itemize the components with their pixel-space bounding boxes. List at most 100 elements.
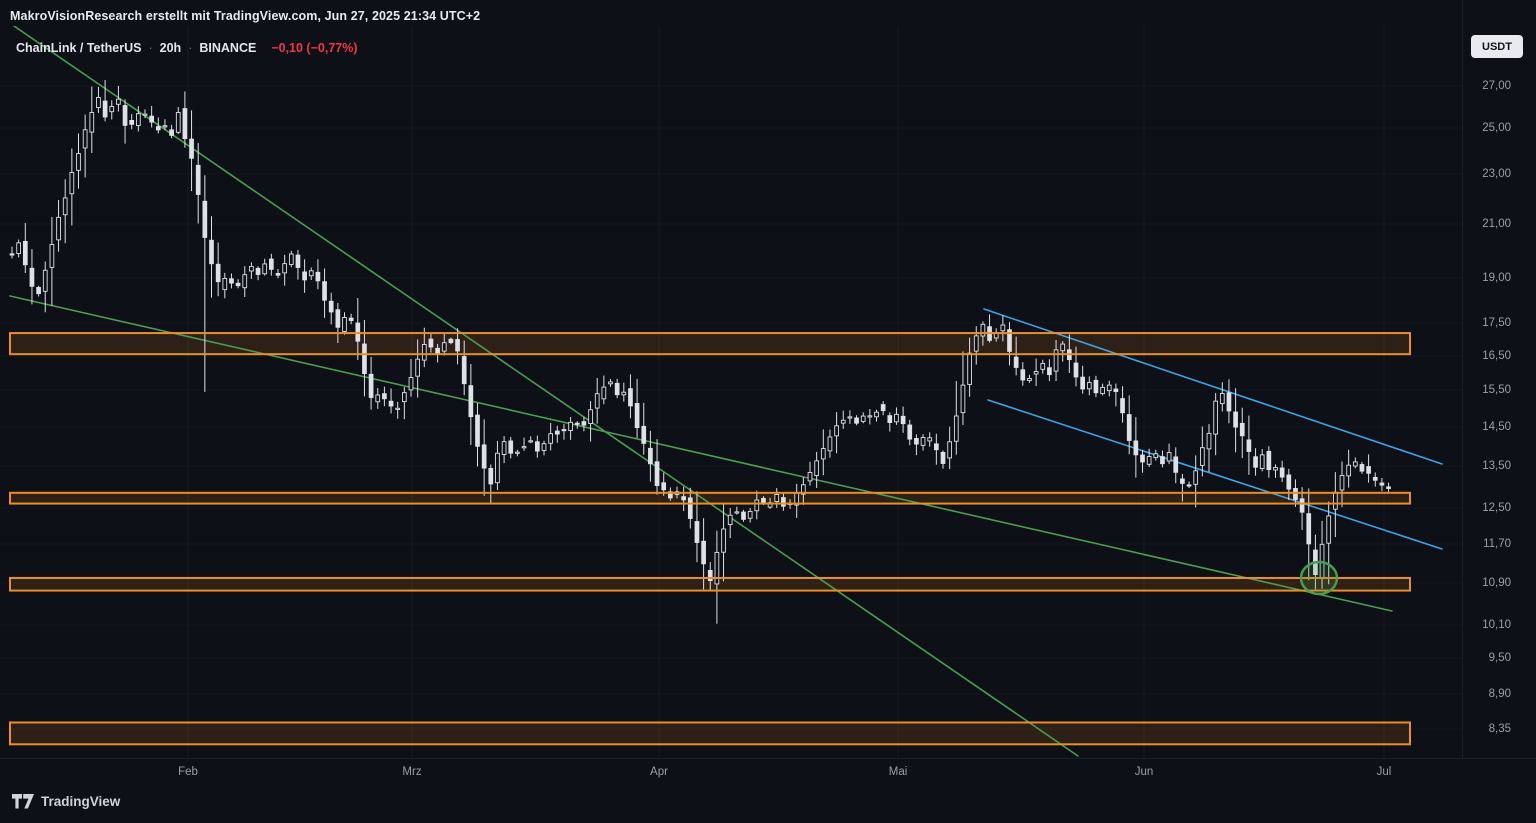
candle-body — [102, 100, 108, 118]
blue-channel-lower[interactable] — [987, 399, 1443, 550]
candle-body — [1299, 498, 1305, 513]
price-tick-label: 12,50 — [1482, 502, 1511, 514]
candle-body — [1086, 382, 1092, 390]
attribution-text: MakroVisionResearch erstellt mit Trading… — [10, 9, 481, 23]
candle-body — [155, 126, 161, 131]
candle-body — [96, 97, 101, 108]
candle-body — [614, 382, 620, 396]
supply-demand-zone-fills — [10, 333, 1410, 745]
time-tick-label: Apr — [650, 766, 668, 778]
candle-body — [408, 377, 414, 391]
candle-body — [1199, 447, 1205, 466]
candle-body — [834, 425, 839, 437]
candle-body — [1166, 452, 1172, 462]
candle-body — [368, 373, 374, 398]
candle-body — [335, 309, 341, 328]
candle-body — [967, 352, 972, 385]
candle-body — [428, 338, 434, 348]
candle-body — [648, 447, 653, 465]
candle-body — [1013, 356, 1019, 368]
candle-body — [840, 419, 846, 424]
candle-body — [215, 263, 221, 283]
breakdown-highlight-circle[interactable] — [1299, 560, 1339, 596]
candle-body — [209, 239, 214, 265]
candle-body — [528, 440, 534, 443]
candle-body — [129, 119, 135, 125]
candle-body — [302, 271, 307, 281]
candle-body — [328, 300, 334, 313]
demand-zone-8_1-8_45[interactable] — [9, 721, 1411, 746]
candle-body — [515, 451, 520, 454]
candle-body — [541, 443, 547, 451]
candle-body — [195, 164, 201, 195]
supply-zone-16_5-17_2[interactable] — [9, 332, 1411, 356]
blue-channel-upper[interactable] — [983, 308, 1443, 465]
candle-body — [601, 386, 607, 400]
candle-body — [495, 452, 500, 484]
candle-body — [1126, 414, 1132, 441]
candle-body — [1193, 470, 1199, 485]
candle-body — [594, 393, 600, 409]
candle-body — [388, 400, 394, 407]
candle-body — [182, 108, 188, 140]
interval-label[interactable]: 20h — [159, 41, 182, 55]
candle-body — [169, 129, 174, 136]
time-tick-label: Mrz — [402, 766, 422, 778]
candle-body — [960, 384, 966, 414]
candle-body — [747, 510, 753, 519]
candle-body — [820, 448, 826, 460]
candle-body — [668, 491, 673, 499]
candle-body — [1146, 456, 1152, 465]
candle-body — [568, 421, 573, 431]
price-tick-label: 8,35 — [1488, 723, 1511, 735]
candle-body — [49, 244, 55, 268]
candle-body — [1120, 398, 1125, 414]
candle-body — [402, 392, 407, 403]
candle-body — [1020, 369, 1026, 381]
candle-body — [1266, 450, 1272, 471]
candle-body — [907, 424, 913, 440]
supply-demand-zone-borders[interactable] — [9, 332, 1411, 746]
candle-body — [282, 263, 287, 274]
currency-toggle-button[interactable]: USDT — [1471, 35, 1523, 58]
exchange-label[interactable]: BINANCE — [199, 41, 257, 55]
demand-zone-10_75-11_0[interactable] — [9, 576, 1411, 592]
candle-body — [1180, 478, 1185, 484]
time-tick-label: Jul — [1376, 766, 1392, 778]
candle-body — [415, 358, 420, 377]
candle-body — [1352, 461, 1358, 467]
trendlines[interactable] — [9, 26, 1443, 757]
level-zone-12_6-12_85[interactable] — [9, 491, 1411, 505]
symbol-name[interactable]: ChainLink / TetherUS — [16, 41, 142, 55]
candle-body — [621, 391, 627, 396]
candle-body — [308, 270, 314, 277]
price-tick-label: 9,50 — [1488, 652, 1511, 664]
descending-trendline-minor[interactable] — [9, 295, 1393, 612]
tradingview-brand-text: TradingView — [41, 794, 121, 809]
candle-body — [475, 414, 480, 447]
candle-body — [774, 494, 780, 503]
candle-body — [89, 112, 95, 133]
candle-body — [900, 415, 906, 425]
candle-body — [694, 521, 700, 543]
candle-body — [1060, 343, 1066, 352]
time-tick-label: Jun — [1134, 766, 1154, 778]
candle-body — [880, 404, 886, 412]
candle-body — [1339, 474, 1345, 491]
candle-body — [654, 461, 660, 486]
candle-body — [854, 417, 859, 424]
symbol-legend: ChainLink / TetherUS · 20h · BINANCE −0,… — [16, 41, 358, 55]
tradingview-branding[interactable]: TradingView — [12, 794, 120, 809]
time-axis[interactable]: Feb Mrz Apr Mai Jun Jul — [0, 758, 1536, 787]
candle-body — [1293, 488, 1298, 500]
candle-body — [920, 437, 926, 446]
time-tick-label: Mai — [888, 766, 908, 778]
candle-body — [189, 138, 194, 159]
candle-body — [1033, 371, 1039, 375]
price-axis[interactable]: 27,00 25,00 23,00 21,00 19,00 17,50 16,50 15,50… — [1462, 0, 1536, 758]
price-tick-label: 11,70 — [1483, 538, 1511, 550]
highlight-annotations[interactable] — [1299, 560, 1339, 596]
candle-body — [934, 443, 939, 451]
candle-body — [229, 278, 234, 284]
